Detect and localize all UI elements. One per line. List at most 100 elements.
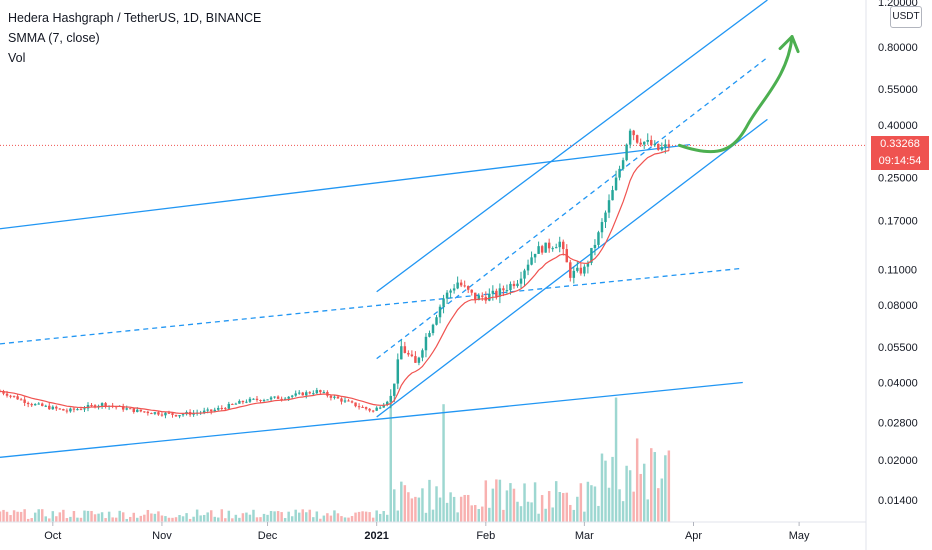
volume-indicator-label[interactable]: Vol [8,51,26,65]
candle-body [523,270,526,279]
candle-body [305,392,308,396]
volume-bar [364,511,368,522]
price-tick-label: 0.02000 [878,455,918,467]
lower-support-line [0,381,743,458]
candle-body [646,139,649,142]
candle-body [33,404,37,406]
candle-body [642,141,646,145]
volume-bar [326,513,329,522]
candle-body [41,403,44,406]
volume-bar [125,518,128,522]
time-tick-label: Feb [476,530,495,542]
symbol-title[interactable]: Hedera Hashgraph / TetherUS, 1D, BINANCE [8,11,262,25]
candle-body [322,391,326,393]
volume-bar [185,513,188,522]
volume-bar [164,516,167,522]
volume-bar [37,509,40,522]
candle-body [389,395,392,402]
volume-bar [16,511,19,522]
volume-bar [114,517,118,522]
candle-body [48,405,51,410]
volume-bar [481,506,484,522]
volume-bar [558,492,561,522]
volume-bar [322,515,326,522]
candle-body [618,168,621,178]
candle-body [470,289,473,293]
time-tick-label: Apr [685,530,702,542]
volume-bar [667,450,671,522]
candle-body [491,290,495,294]
volume-bar [590,485,593,522]
candle-body [604,212,607,223]
volume-bar [442,404,445,522]
volume-bar [396,510,400,522]
volume-bar [343,517,347,522]
volume-bar [305,512,308,522]
volume-bar [273,511,276,522]
candle-body [273,396,276,398]
volume-bar [650,448,653,522]
candle-body [139,409,143,412]
last-price-tag: 0.33268 09:14:54 [871,136,929,171]
candle-body [498,288,502,297]
volume-bar [554,481,558,522]
candle-body [157,412,160,415]
candle-body [569,262,572,278]
candle-body [90,405,93,407]
volume-bar [505,490,509,522]
candle-body [65,410,69,412]
volume-bar [19,511,23,522]
candle-body [474,292,477,301]
volume-bar [611,456,614,522]
volume-bar [188,518,192,522]
volume-bar [340,516,343,522]
currency-badge[interactable]: USDT [890,6,922,28]
volume-bar [100,512,104,522]
candle-body [231,403,234,405]
volume-bar [347,517,350,522]
volume-bar [653,452,657,522]
candle-body [37,403,40,405]
volume-bar [195,509,199,522]
candle-body [607,200,611,213]
volume-bar [572,509,576,522]
candle-body [132,408,136,412]
volume-bar [512,488,516,522]
candle-body [2,391,5,394]
volume-bar [315,511,319,522]
volume-bar [516,501,519,522]
volume-bar [400,481,403,522]
candle-body [181,414,185,416]
volume-bar [333,510,336,522]
smma-indicator-label[interactable]: SMMA (7, close) [8,31,100,45]
volume-bar [227,510,231,522]
candle-body [611,190,614,201]
volume-bar [477,509,480,522]
volume-bar [502,509,505,522]
candle-body [150,413,153,415]
candle-body [269,397,273,400]
candle-body [329,395,333,398]
volume-bar [445,502,449,522]
volume-bar [153,513,157,522]
volume-bar [90,510,93,522]
volume-bar [181,516,185,522]
candle-body [308,392,312,394]
price-tick-label: 0.25000 [878,172,918,184]
candle-body [628,130,632,145]
volume-bar [245,512,248,522]
candle-body [104,403,107,407]
candle-countdown: 09:14:54 [878,155,922,168]
candle-body [143,411,146,413]
candle-body [262,400,266,402]
candle-body [136,409,139,412]
candle-body [160,414,164,416]
forecast-arrow [677,35,800,154]
candle-body [576,267,579,271]
time-tick-label: Nov [152,530,172,542]
candle-body [224,408,227,410]
candle-body [414,356,417,363]
volume-bar [234,514,238,522]
